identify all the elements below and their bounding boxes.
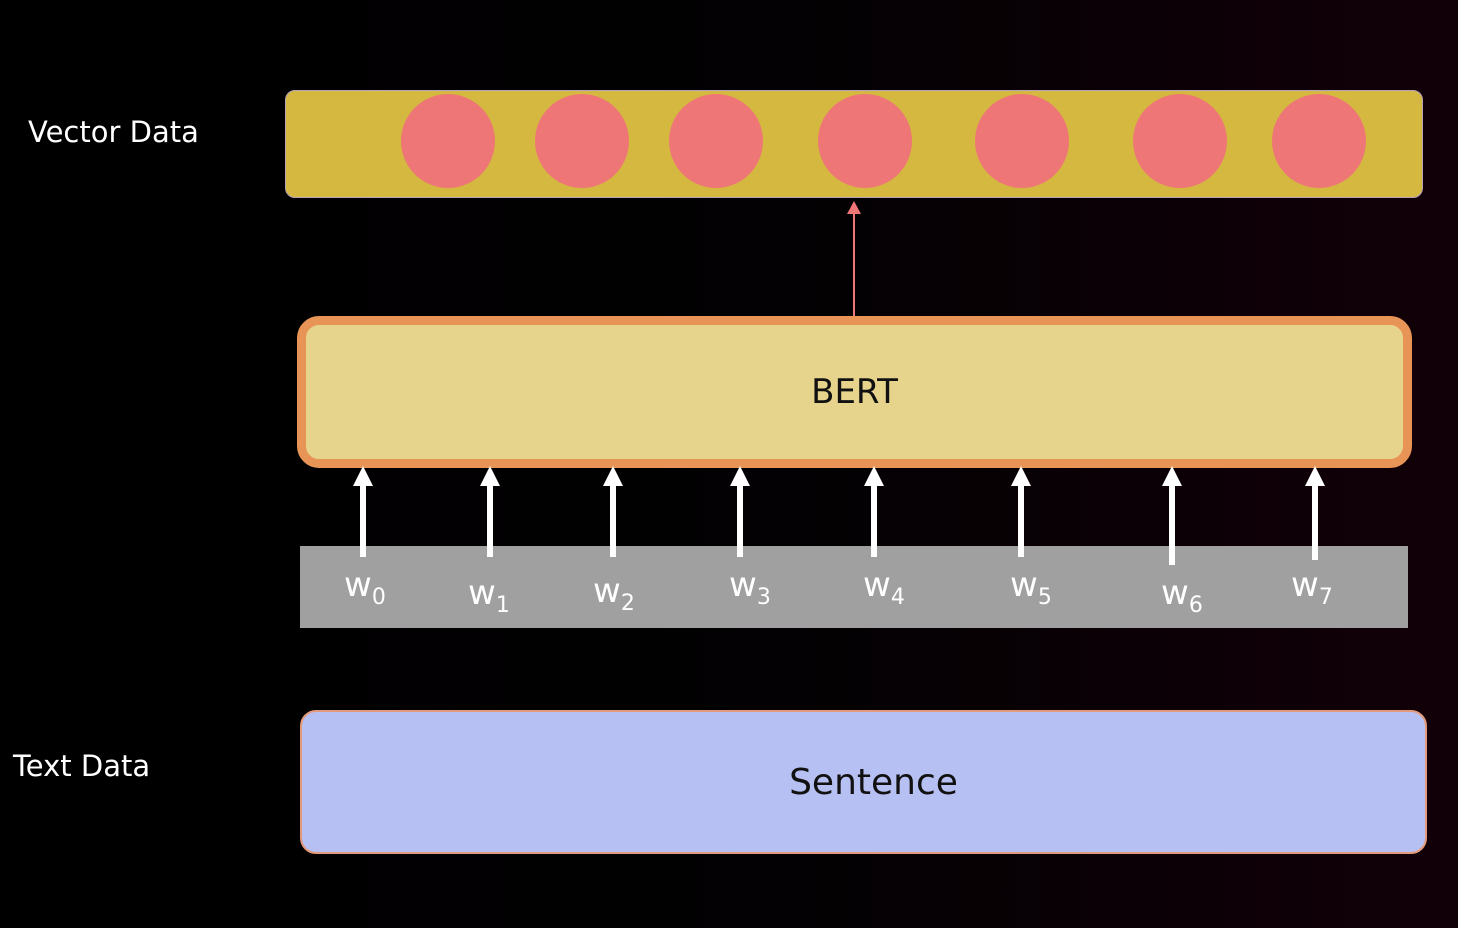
input-arrow-head xyxy=(1305,466,1325,486)
input-arrow-head xyxy=(603,466,623,486)
token-w7: w7 xyxy=(1291,565,1333,610)
vector-element xyxy=(818,94,912,188)
sentence-label: Sentence xyxy=(789,761,958,803)
token-w4: w4 xyxy=(863,565,905,610)
input-arrow-head xyxy=(480,466,500,486)
token-w5: w5 xyxy=(1010,565,1052,610)
input-arrow-head xyxy=(864,466,884,486)
token-w1: w1 xyxy=(468,573,510,618)
vector-bar xyxy=(285,90,1423,198)
input-arrow-head xyxy=(1011,466,1031,486)
input-arrow-head xyxy=(1162,466,1182,486)
sentence-box: Sentence xyxy=(300,710,1427,854)
vector-element xyxy=(535,94,629,188)
input-arrow-head xyxy=(730,466,750,486)
vector-data-label: Vector Data xyxy=(28,115,199,149)
vector-element xyxy=(401,94,495,188)
bert-label: BERT xyxy=(811,372,898,412)
token-w6: w6 xyxy=(1161,573,1203,618)
token-w3: w3 xyxy=(729,565,771,610)
vector-element xyxy=(1272,94,1366,188)
vector-element xyxy=(669,94,763,188)
text-data-label: Text Data xyxy=(13,749,151,783)
token-w0: w0 xyxy=(344,565,386,610)
token-w2: w2 xyxy=(593,571,635,616)
token-strip: w0 w1 w2 w3 w4 w5 w6 w7 xyxy=(300,546,1408,628)
input-arrow-head xyxy=(353,466,373,486)
bert-model-box: BERT xyxy=(297,316,1412,468)
vector-element xyxy=(975,94,1069,188)
vector-element xyxy=(1133,94,1227,188)
output-arrow-head xyxy=(847,201,861,214)
